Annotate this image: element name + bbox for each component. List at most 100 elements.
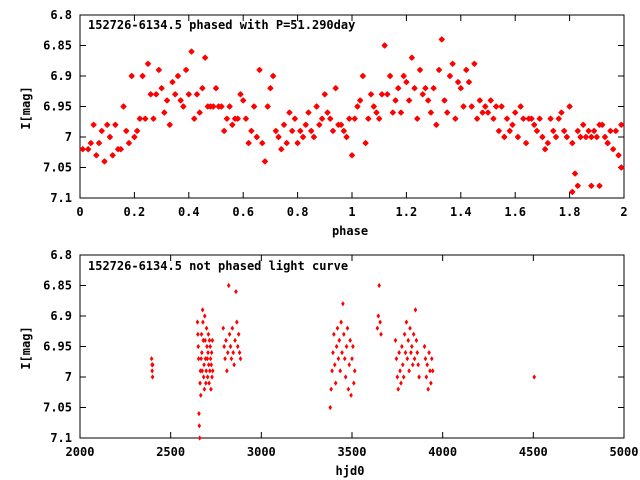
data-point — [331, 350, 335, 356]
data-point — [332, 85, 339, 92]
data-point — [224, 337, 228, 343]
data-point — [161, 109, 168, 116]
y-tick-label: 7.1 — [50, 431, 72, 445]
data-point — [201, 54, 209, 61]
data-point — [198, 368, 203, 374]
data-point — [206, 362, 211, 368]
data-point — [482, 103, 489, 110]
data-point — [428, 368, 432, 374]
data-point — [352, 380, 356, 386]
data-point — [346, 386, 351, 392]
y-axis-label: I[mag] — [19, 86, 33, 129]
data-point — [422, 85, 429, 92]
data-point — [479, 109, 486, 116]
x-tick-label: 2000 — [66, 445, 95, 459]
data-point — [197, 423, 202, 429]
data-point — [142, 115, 149, 122]
data-point — [234, 289, 238, 295]
data-point — [541, 146, 549, 153]
data-point — [227, 331, 232, 337]
data-point — [404, 319, 409, 325]
data-point — [345, 325, 350, 331]
data-point — [169, 78, 176, 86]
x-tick-label: 3500 — [338, 445, 367, 459]
data-point — [101, 158, 108, 165]
x-tick-label: 0.8 — [287, 205, 309, 219]
panel-title: 152726-6134.5 phased with P=51.290day — [88, 18, 355, 32]
x-tick-label: 1 — [348, 205, 355, 219]
data-point — [180, 103, 187, 110]
data-point — [604, 139, 611, 147]
data-point — [426, 386, 430, 392]
data-point — [490, 115, 497, 122]
data-point — [393, 337, 398, 343]
x-tick-label: 0.4 — [178, 205, 200, 219]
x-tick-label: 0.6 — [232, 205, 254, 219]
data-point — [104, 121, 111, 128]
data-point — [473, 115, 481, 122]
phased-light-curve-panel: 152726-6134.5 phased with P=51.290day ph… — [19, 8, 628, 238]
data-point — [454, 78, 462, 86]
data-point — [401, 374, 406, 380]
data-point — [182, 66, 190, 74]
x-tick-label: 3000 — [247, 445, 276, 459]
data-point — [359, 72, 367, 80]
data-point — [495, 127, 503, 135]
data-point — [484, 109, 492, 116]
data-point — [231, 350, 236, 356]
data-point — [354, 103, 361, 110]
data-point — [237, 91, 244, 98]
data-point — [337, 121, 345, 128]
data-point — [196, 343, 201, 350]
data-point — [172, 91, 179, 98]
data-point — [528, 115, 535, 122]
data-point — [544, 139, 552, 147]
data-point — [398, 368, 402, 374]
data-point — [552, 133, 560, 141]
data-point — [585, 127, 592, 135]
data-point — [337, 337, 342, 343]
data-point — [204, 368, 209, 374]
data-point — [389, 109, 396, 116]
data-point — [435, 66, 443, 74]
data-point — [384, 91, 391, 98]
data-point — [199, 85, 206, 92]
x-tick-label: 5000 — [610, 445, 639, 459]
data-point — [427, 350, 431, 356]
data-point — [411, 85, 418, 92]
y-tick-label: 7 — [65, 370, 72, 384]
data-point — [501, 133, 508, 141]
data-point — [318, 115, 326, 122]
data-point — [378, 319, 382, 325]
data-point — [203, 356, 208, 362]
data-point — [212, 85, 220, 92]
data-point — [352, 368, 357, 374]
data-point — [560, 127, 568, 135]
data-point — [514, 133, 522, 141]
data-point — [394, 356, 399, 362]
data-point — [117, 146, 124, 153]
data-point — [98, 127, 105, 135]
data-point — [539, 133, 546, 141]
y-tick-label: 6.95 — [43, 340, 72, 354]
data-point — [419, 91, 426, 98]
data-point — [407, 368, 411, 374]
data-point — [399, 380, 403, 386]
data-point — [150, 362, 155, 368]
data-point — [240, 97, 247, 104]
data-point — [177, 97, 184, 104]
data-point — [574, 127, 581, 135]
data-point — [348, 337, 352, 343]
data-point — [460, 103, 467, 110]
data-point — [468, 103, 475, 110]
data-point — [199, 356, 203, 362]
data-point — [414, 337, 419, 343]
data-point — [208, 343, 212, 350]
data-point — [150, 368, 154, 374]
data-point — [234, 115, 241, 122]
data-point — [95, 139, 103, 147]
data-point — [93, 152, 100, 159]
y-tick-label: 6.95 — [43, 100, 72, 114]
data-point — [237, 350, 242, 356]
